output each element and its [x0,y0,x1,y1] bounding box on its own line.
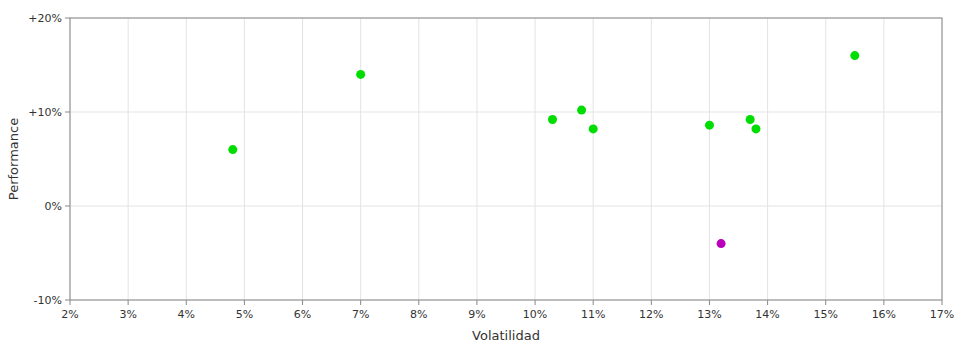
series [717,239,726,248]
grid [70,18,942,300]
tick-x [535,300,536,305]
tick-label-x: 3% [119,308,136,321]
point [751,124,760,133]
grid-line-x [767,18,768,300]
grid-line-x [883,18,884,300]
tick-x [186,300,187,305]
grid-line-y [70,206,942,207]
tick-label-x: 5% [236,308,253,321]
grid-line-x [302,18,303,300]
tick-label-x: 8% [410,308,427,321]
page: {"chart_data": {"type": "scatter", "xlab… [0,0,966,350]
point [746,115,755,124]
tick-label-x: 10% [523,308,547,321]
tick-label-x: 2% [61,308,78,321]
grid-line-x [651,18,652,300]
tick-x [825,300,826,305]
grid-line-x [186,18,187,300]
tick-label-x: 9% [468,308,485,321]
grid-line-x [128,18,129,300]
grid-line-x [593,18,594,300]
x-axis-label: Volatilidad [472,328,540,343]
tick-x [709,300,710,305]
tick-x [593,300,594,305]
plot-frame [70,18,942,300]
tick-y [65,112,70,113]
tick-x [883,300,884,305]
grid-line-x [535,18,536,300]
tick-x [128,300,129,305]
grid-line-x [825,18,826,300]
grid-line-y [70,112,942,113]
tick-label-x: 14% [755,308,779,321]
tick-label-x: 11% [581,308,605,321]
y-axis-label: Performance [6,118,21,200]
tick-label-y: 0% [45,200,62,213]
grid-line-x [360,18,361,300]
point [705,121,714,130]
tick-x [360,300,361,305]
chart: 2% 3% 4% 5% 6% 7% 8% 9% 10% 11% 12% 13% 14% 15% 16% 17%… [0,0,966,350]
tick-x [302,300,303,305]
tick-label-x: 13% [697,308,721,321]
tick-x [244,300,245,305]
grid-line-x [476,18,477,300]
tick-label-x: 16% [872,308,896,321]
tick-x [767,300,768,305]
point [589,124,598,133]
tick-x [418,300,419,305]
points [228,51,859,248]
grid-line-x [244,18,245,300]
tick-y [65,18,70,19]
point [356,70,365,79]
point [548,115,557,124]
point [717,239,726,248]
tick-label-y: -10% [34,294,62,307]
grid-line-x [418,18,419,300]
tick-y [65,206,70,207]
tick-label-x: 7% [352,308,369,321]
point [850,51,859,60]
grid-line-x [709,18,710,300]
point [577,106,586,115]
tick-y [65,300,70,301]
plot-area [70,18,942,300]
tick-x [651,300,652,305]
tick-label-y: +10% [28,106,62,119]
tick-label-x: 6% [294,308,311,321]
tick-label-y: +20% [28,12,62,25]
tick-label-x: 15% [814,308,838,321]
tick-x [942,300,943,305]
series [228,51,859,154]
point [228,145,237,154]
tick-label-x: 17% [930,308,954,321]
axes: 2% 3% 4% 5% 6% 7% 8% 9% 10% 11% 12% 13% 14% 15% 16% 17%… [28,12,954,321]
tick-label-x: 12% [639,308,663,321]
tick-x [70,300,71,305]
tick-x [476,300,477,305]
tick-label-x: 4% [178,308,195,321]
